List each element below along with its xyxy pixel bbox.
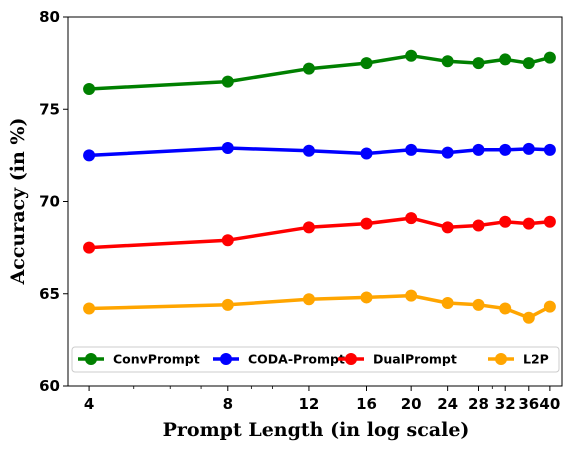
legend-box [71,346,560,373]
data-point [522,142,535,155]
legend-label: ConvPrompt [113,352,200,367]
data-point [302,144,315,157]
legend-label: DualPrompt [373,352,457,367]
data-point [441,221,454,234]
data-point [360,217,373,230]
data-point [405,143,418,156]
series-line [89,293,551,320]
x-tick-label: 16 [356,395,377,413]
data-point [405,289,418,302]
series-line [89,216,551,250]
x-tick-label: 20 [401,395,422,413]
x-tick-label: 28 [468,395,489,413]
x-tick-label: 4 [84,395,94,413]
data-point [83,149,96,162]
data-point [441,146,454,159]
legend-label: CODA-Prompt [248,352,345,367]
data-point [543,143,556,156]
x-tick-label: 12 [298,395,319,413]
data-point [472,57,485,70]
data-point [522,217,535,230]
legend: ConvPrompt CODA-Prompt DualPrompt L2P [71,346,560,373]
data-point [543,300,556,313]
plot-frame [67,16,563,387]
data-point [499,215,512,228]
data-point [302,293,315,306]
legend-swatch-marker [345,353,357,365]
data-point [543,51,556,64]
x-tick-label: 36 [518,395,539,413]
series-line [89,53,551,91]
x-tick-label: 32 [495,395,516,413]
y-tick-label: 65 [39,285,60,303]
legend-swatch-marker [220,353,232,365]
x-tick-label: 8 [223,395,233,413]
plot-area: 60 65 70 75 80 4 8 12 16 20 24 28 32 36 40 ConvPrompt CO… [39,8,563,413]
data-point [499,143,512,156]
data-point [221,75,234,88]
y-tick-label: 80 [39,8,60,26]
data-point [522,311,535,324]
x-axis-label: Prompt Length (in log scale) [163,419,470,441]
data-point [83,302,96,315]
data-point [221,234,234,247]
data-point [83,82,96,95]
data-point [302,221,315,234]
data-point [302,62,315,75]
y-axis-label: Accuracy (in %) [7,118,29,286]
legend-swatch-marker [495,353,507,365]
x-tick-label: 40 [539,395,560,413]
data-point [221,141,234,154]
data-point [405,212,418,225]
data-point [221,298,234,311]
data-point [472,219,485,232]
legend-swatch-marker [85,353,97,365]
data-point [441,296,454,309]
data-point [83,241,96,254]
data-point [405,49,418,62]
data-point [543,215,556,228]
series-line [89,146,550,158]
data-point [522,57,535,70]
y-tick-label: 70 [39,193,60,211]
data-point [360,57,373,70]
legend-label: L2P [523,352,549,367]
data-point [472,143,485,156]
x-tick-label: 24 [437,395,458,413]
data-point [360,291,373,304]
data-point [499,302,512,315]
data-point [360,147,373,160]
data-point [472,298,485,311]
data-point [499,53,512,66]
data-point [441,55,454,68]
y-tick-label: 75 [39,100,60,118]
y-tick-label: 60 [39,377,60,395]
